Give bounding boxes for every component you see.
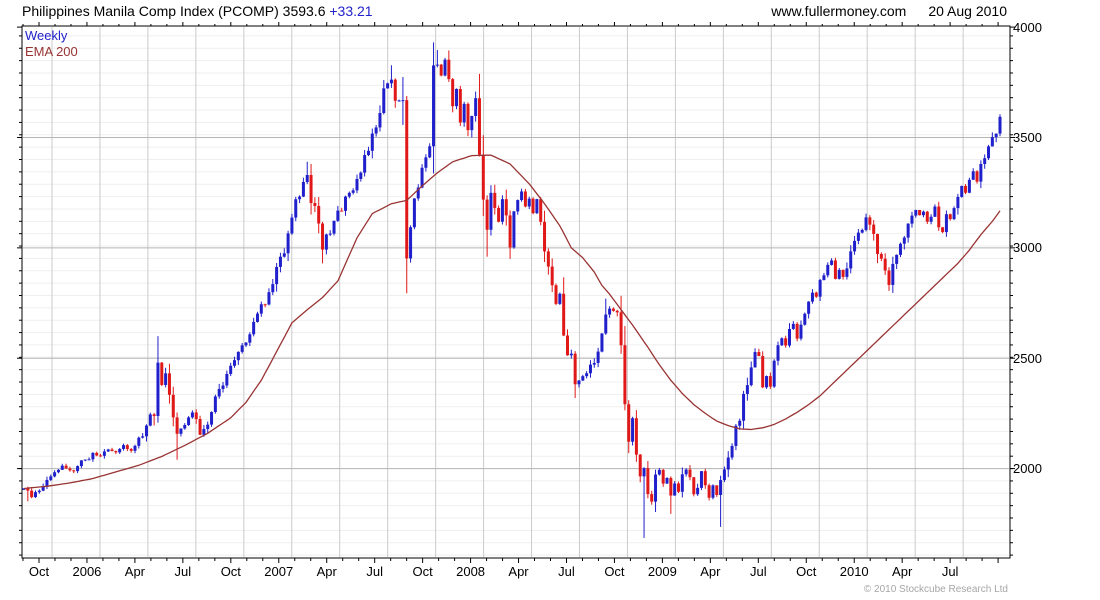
- x-axis-label: Apr: [892, 564, 913, 579]
- x-axis-label: Apr: [700, 564, 721, 579]
- ema-200-line: [23, 154, 1001, 490]
- x-axis-label: 2009: [647, 564, 677, 579]
- header-right: www.fullermoney.com 20 Aug 2010: [749, 3, 1007, 19]
- x-axis-label: 2007: [264, 564, 294, 579]
- x-axis-label: Jul: [941, 564, 959, 579]
- website-label: www.fullermoney.com: [771, 3, 907, 19]
- x-axis-label: Apr: [124, 564, 146, 579]
- chart-title: Philippines Manila Comp Index (PCOMP) 35…: [22, 3, 373, 19]
- x-axis-label: Jul: [749, 564, 767, 579]
- x-axis-label: Apr: [316, 564, 337, 579]
- chart-title-text: Philippines Manila Comp Index (PCOMP) 35…: [22, 3, 330, 19]
- chart-title-change: +33.21: [329, 3, 373, 19]
- y-axis-label: 4000: [1013, 19, 1042, 35]
- y-axis-label: 3000: [1013, 240, 1042, 256]
- x-axis-label: Oct: [412, 564, 433, 579]
- x-axis-label: Oct: [604, 564, 625, 579]
- legend-ema-200: EMA 200: [25, 44, 78, 59]
- y-axis-label: 2500: [1013, 350, 1042, 366]
- y-axis-label: 3500: [1013, 129, 1042, 145]
- x-axis-label: Oct: [796, 564, 817, 579]
- x-axis-label: 2010: [839, 564, 869, 579]
- x-axis-label: 2006: [72, 564, 102, 579]
- x-axis-label: Apr: [508, 564, 529, 579]
- x-axis-label: Jul: [366, 564, 383, 579]
- x-axis-label: Oct: [28, 564, 50, 579]
- x-axis-label: Oct: [220, 564, 241, 579]
- y-axis-label: 2000: [1013, 461, 1042, 477]
- x-axis-label: Jul: [558, 564, 575, 579]
- copyright-notice: © 2010 Stockcube Research Ltd: [863, 584, 1008, 595]
- plot-border: [21, 25, 1011, 559]
- date-label: 20 Aug 2010: [928, 3, 1007, 19]
- legend-weekly: Weekly: [25, 28, 68, 43]
- x-axis-label: Jul: [174, 564, 192, 579]
- x-axis-label: 2008: [456, 564, 486, 579]
